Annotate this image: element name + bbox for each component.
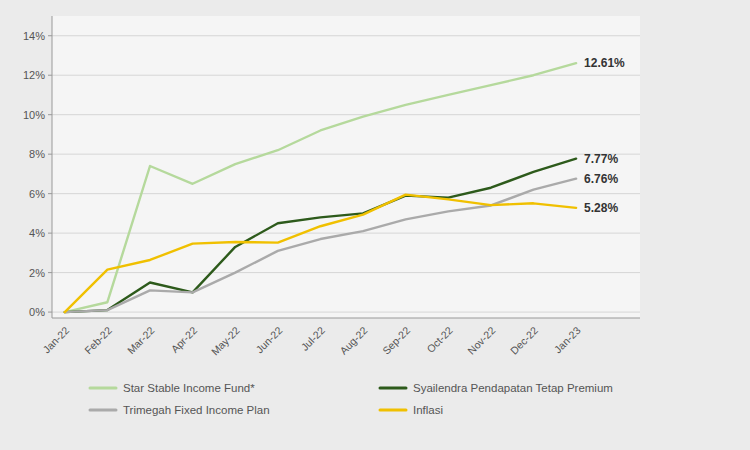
- data-label: 7.77%: [584, 152, 618, 166]
- tick-label: Aug-22: [337, 324, 370, 357]
- grid-line: [52, 312, 640, 313]
- axis-line: [52, 16, 53, 318]
- tick-label: 14%: [23, 30, 45, 42]
- lines: [65, 63, 576, 312]
- legend-swatch: [90, 387, 116, 390]
- tick-label: Jun-22: [253, 324, 284, 355]
- tick-mark: [48, 154, 52, 155]
- chart: 0% 2% 4% 6% 8% 10% 12% 14% Jan-22 Feb-22 Mar-22 Apr…: [0, 0, 750, 450]
- tick-label: 2%: [29, 267, 45, 279]
- grid-line: [52, 114, 640, 115]
- tick-label: Jul-22: [298, 324, 327, 353]
- tick-mark: [48, 272, 52, 273]
- legend-label: Syailendra Pendapatan Tetap Premium: [413, 382, 613, 394]
- line: [65, 159, 576, 312]
- tick-label: Oct-22: [424, 324, 455, 355]
- y-axis: 0% 2% 4% 6% 8% 10% 12% 14%: [23, 30, 640, 318]
- tick-label: Jan-23: [552, 324, 583, 355]
- legend: Star Stable Income Fund* Syailendra Penda…: [90, 382, 613, 416]
- data-labels: 12.61% 7.77% 6.76% 5.28%: [584, 56, 625, 215]
- line: [65, 195, 576, 312]
- grid-line: [52, 75, 640, 76]
- tick-label: 8%: [29, 148, 45, 160]
- legend-label: Trimegah Fixed Income Plan: [123, 404, 270, 416]
- legend-swatch: [380, 387, 406, 390]
- tick-label: 6%: [29, 188, 45, 200]
- tick-label: Jan-22: [40, 324, 71, 355]
- grid-line: [52, 272, 640, 273]
- tick-label: 12%: [23, 69, 45, 81]
- tick-label: Sep-22: [380, 324, 413, 357]
- data-label: 5.28%: [584, 201, 618, 215]
- line: [65, 63, 576, 312]
- tick-label: Apr-22: [168, 324, 199, 355]
- axis-line: [52, 318, 640, 319]
- plot-area: [52, 16, 640, 318]
- tick-label: 4%: [29, 227, 45, 239]
- tick-mark: [48, 193, 52, 194]
- legend-label: Star Stable Income Fund*: [123, 382, 255, 394]
- tick-label: 0%: [29, 306, 45, 318]
- tick-label: Mar-22: [125, 324, 157, 356]
- tick-label: Nov-22: [465, 324, 498, 357]
- tick-label: Dec-22: [508, 324, 541, 357]
- tick-mark: [48, 233, 52, 234]
- data-label: 6.76%: [584, 172, 618, 186]
- grid-line: [52, 35, 640, 36]
- legend-swatch: [380, 409, 406, 412]
- legend-label: Inflasi: [413, 404, 443, 416]
- grid-line: [52, 154, 640, 155]
- tick-mark: [48, 312, 52, 313]
- tick-label: May-22: [209, 324, 242, 357]
- legend-swatch: [90, 409, 116, 412]
- tick-mark: [48, 114, 52, 115]
- tick-mark: [48, 75, 52, 76]
- tick-label: 10%: [23, 109, 45, 121]
- line: [65, 179, 576, 312]
- tick-label: Feb-22: [82, 324, 114, 356]
- tick-mark: [48, 35, 52, 36]
- x-axis: Jan-22 Feb-22 Mar-22 Apr-22 May-22 Jun-22 Jul-…: [40, 324, 583, 357]
- data-label: 12.61%: [584, 56, 625, 70]
